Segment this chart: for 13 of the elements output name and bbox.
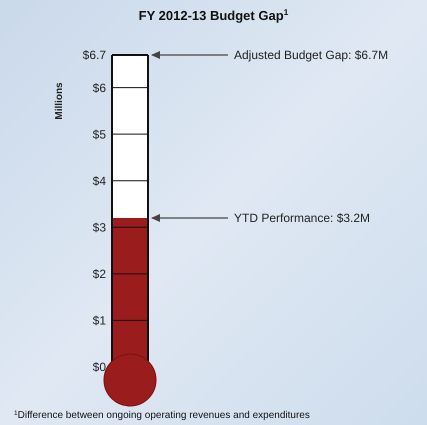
y-axis-title: Millions — [54, 82, 65, 120]
y-tick-label: $1 — [92, 314, 106, 328]
text: FY 2012-13 Budget Gap$^{1}$ — [138, 7, 289, 23]
y-tick-label: $5 — [92, 127, 106, 142]
y-tick-label: $6.7 — [82, 48, 106, 62]
text: YTD Performance: $3.2M — [234, 211, 370, 226]
text: $^{1}$Difference between ongoing operating revenues and expenditures — [14, 410, 310, 421]
y-tick-label: $2 — [92, 267, 106, 282]
y-tick-label: $0 — [92, 360, 106, 374]
text: Adjusted Budget Gap: $6.7M — [234, 48, 388, 62]
y-tick-label: $6 — [92, 80, 106, 95]
y-tick-label: $3 — [92, 220, 106, 234]
y-tick-label: $4 — [92, 174, 106, 188]
